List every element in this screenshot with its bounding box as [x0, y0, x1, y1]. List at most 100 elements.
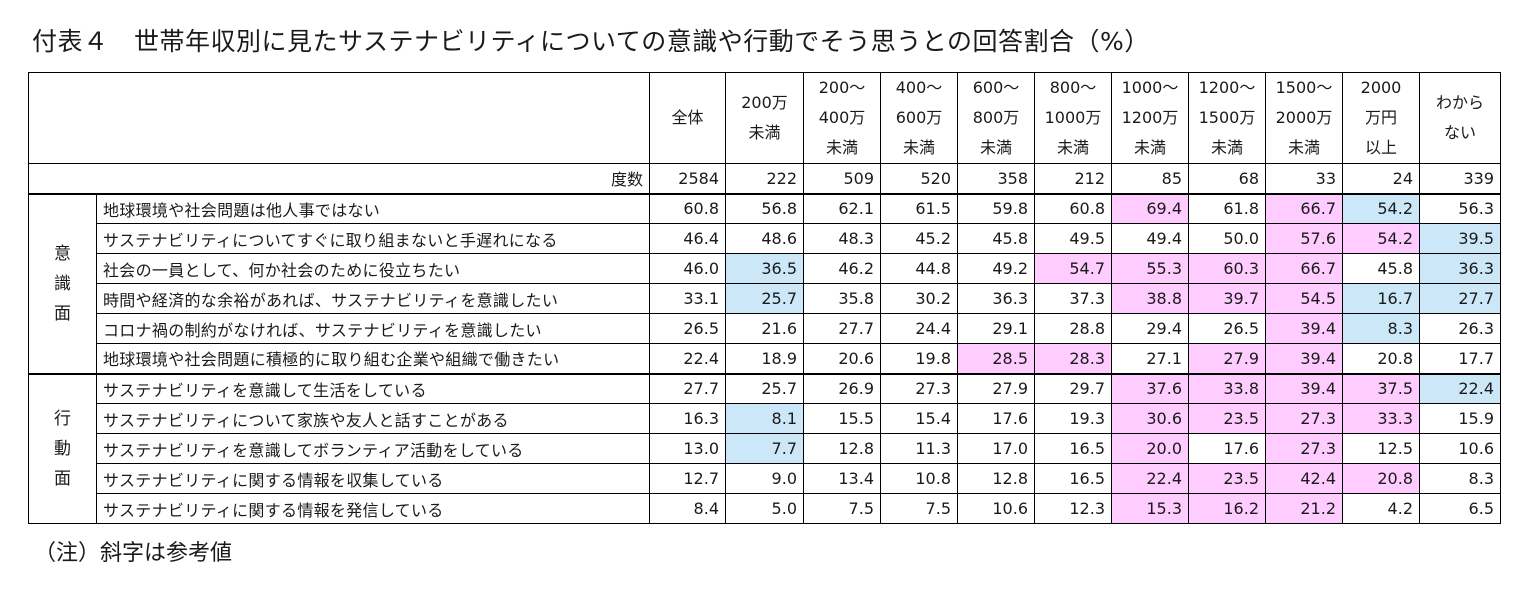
column-header-line: 未満	[1287, 138, 1320, 157]
value-cell: 56.3	[1419, 192, 1501, 224]
value-cell-blue: 36.3	[1419, 253, 1501, 284]
column-header-line: 2000	[1360, 78, 1402, 97]
value-cell: 56.8	[725, 192, 804, 224]
column-header: 600～ 800万未満	[957, 72, 1035, 164]
column-header-line: 2000万	[1275, 108, 1333, 127]
value-cell: 10.6	[957, 493, 1035, 524]
value-cell: 29.4	[1111, 313, 1189, 344]
row-label: サステナビリティを意識してボランティア活動をしている	[96, 433, 650, 464]
row-label: サステナビリティに関する情報を収集している	[96, 463, 650, 494]
value-cell: 25.7	[725, 372, 804, 404]
value-cell-pink: 37.6	[1111, 372, 1189, 404]
value-cell: 48.3	[803, 223, 881, 254]
value-cell: 27.3	[880, 372, 958, 404]
column-header: 1200～ 1500万 未満	[1188, 72, 1266, 164]
value-cell: 35.8	[803, 283, 881, 314]
value-cell: 26.5	[1188, 313, 1266, 344]
count-cell: 222	[725, 163, 804, 194]
value-cell-pink: 42.4	[1265, 463, 1343, 494]
value-cell: 22.4	[649, 343, 726, 374]
value-cell: 60.8	[649, 192, 726, 224]
group-label-char: 動	[54, 438, 71, 459]
value-cell: 29.7	[1034, 372, 1112, 404]
value-cell-pink: 39.4	[1265, 343, 1343, 374]
value-cell-pink: 33.3	[1342, 403, 1420, 434]
column-header-line: 未満	[825, 138, 858, 157]
table-row: 行動面サステナビリティを意識して生活をしている 27.7 25.7 26.9 27.3 2…	[28, 372, 1501, 524]
column-header: 1500～ 2000万未満	[1265, 72, 1343, 164]
value-cell: 48.6	[725, 223, 804, 254]
value-cell: 49.5	[1034, 223, 1112, 254]
value-cell: 5.0	[725, 493, 804, 524]
count-cell: 2584	[649, 163, 726, 194]
value-cell: 12.8	[957, 463, 1035, 494]
value-cell-pink: 60.3	[1188, 253, 1266, 284]
row-label: サステナビリティを意識して生活をしている	[96, 372, 650, 404]
value-cell-pink: 39.4	[1265, 372, 1343, 404]
value-cell-pink: 30.6	[1111, 403, 1189, 434]
column-header-line: 1500万	[1198, 108, 1256, 127]
column-header-line: 全体	[671, 108, 704, 127]
value-cell-blue: 16.7	[1342, 283, 1420, 314]
count-cell: 33	[1265, 163, 1343, 194]
value-cell: 61.5	[880, 192, 958, 224]
value-cell: 8.3	[1419, 463, 1501, 494]
column-header-line: 以上	[1364, 138, 1397, 157]
value-cell-pink: 27.9	[1188, 343, 1266, 374]
value-cell-pink: 38.8	[1111, 283, 1189, 314]
group-label: 行動面	[28, 372, 97, 524]
value-cell-pink: 16.2	[1188, 493, 1266, 524]
value-cell-pink: 69.4	[1111, 192, 1189, 224]
value-cell: 33.1	[649, 283, 726, 314]
value-cell: 20.8	[1342, 343, 1420, 374]
group-label-char: 面	[54, 303, 71, 324]
value-cell-pink: 57.6	[1265, 223, 1343, 254]
value-cell: 19.8	[880, 343, 958, 374]
value-cell: 10.8	[880, 463, 958, 494]
value-cell: 61.8	[1188, 192, 1266, 224]
page-title: 付表４ 世帯年収別に見たサステナビリティについての意識や行動でそう思うとの回答割…	[32, 27, 1150, 56]
value-cell: 28.8	[1034, 313, 1112, 344]
value-cell: 12.8	[803, 433, 881, 464]
column-header-line: 600～	[972, 78, 1020, 97]
value-cell-pink: 22.4	[1111, 463, 1189, 494]
value-cell: 13.0	[649, 433, 726, 464]
value-cell-pink: 23.5	[1188, 463, 1266, 494]
table-row: サステナビリティに関する情報を発信している 8.4 5.0 7.5 7.5 10.6 12.…	[29, 493, 1501, 524]
table-row: 意識面地球環境や社会問題は他人事ではない 60.8 56.8 62.1 61.5 59.8…	[28, 192, 1501, 374]
value-cell-pink: 37.5	[1342, 372, 1420, 404]
value-cell: 20.6	[803, 343, 881, 374]
value-cell: 45.8	[957, 223, 1035, 254]
column-header: 全体	[649, 72, 726, 164]
row-label: 社会の一員として、何か社会のために役立ちたい	[96, 253, 650, 284]
value-cell-pink: 33.8	[1188, 372, 1266, 404]
value-cell: 12.3	[1034, 493, 1112, 524]
value-cell-blue: 7.7	[725, 433, 804, 464]
value-cell-pink: 54.5	[1265, 283, 1343, 314]
column-header-line: 1500～	[1275, 78, 1333, 97]
table-row: サステナビリティについてすぐに取り組まないと手遅れになる 46.4 48.6 48.3…	[29, 223, 1501, 254]
value-cell: 12.7	[649, 463, 726, 494]
value-cell-pink: 20.0	[1111, 433, 1189, 464]
value-cell: 59.8	[957, 192, 1035, 224]
value-cell-blue: 25.7	[725, 283, 804, 314]
column-header-line: 800万	[972, 108, 1020, 127]
value-cell: 10.6	[1419, 433, 1501, 464]
column-header-line: 未満	[1210, 138, 1243, 157]
value-cell: 13.4	[803, 463, 881, 494]
value-cell: 8.4	[649, 493, 726, 524]
value-cell-pink: 20.8	[1342, 463, 1420, 494]
group-label-char: 面	[54, 468, 71, 489]
column-header-line: 未満	[979, 138, 1012, 157]
count-cell: 85	[1111, 163, 1189, 194]
count-row: 度数 2584 222 509 520 358 212 85 68 33 24 339	[28, 163, 1501, 194]
count-cell: 68	[1188, 163, 1266, 194]
row-label: 地球環境や社会問題に積極的に取り組む企業や組織で働きたい	[96, 343, 650, 374]
value-cell: 30.2	[880, 283, 958, 314]
column-header: 800～ 1000万 未満	[1034, 72, 1112, 164]
value-cell: 29.1	[957, 313, 1035, 344]
value-cell: 26.5	[649, 313, 726, 344]
group-label: 意識面	[28, 192, 97, 374]
value-cell-pink: 39.7	[1188, 283, 1266, 314]
value-cell: 9.0	[725, 463, 804, 494]
